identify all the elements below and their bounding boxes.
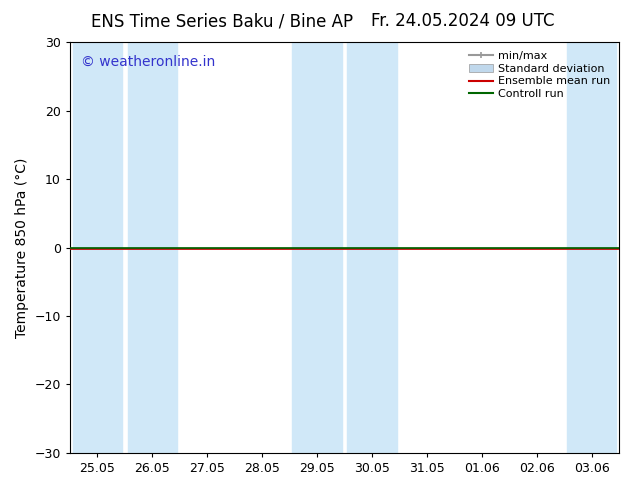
Y-axis label: Temperature 850 hPa (°C): Temperature 850 hPa (°C) xyxy=(15,157,29,338)
Bar xyxy=(347,42,397,453)
Bar xyxy=(292,42,342,453)
Legend: min/max, Standard deviation, Ensemble mean run, Controll run: min/max, Standard deviation, Ensemble me… xyxy=(465,48,614,102)
Text: Fr. 24.05.2024 09 UTC: Fr. 24.05.2024 09 UTC xyxy=(371,12,555,30)
Text: ENS Time Series Baku / Bine AP: ENS Time Series Baku / Bine AP xyxy=(91,12,353,30)
Bar xyxy=(73,42,122,453)
Bar xyxy=(567,42,616,453)
Text: © weatheronline.in: © weatheronline.in xyxy=(81,54,215,69)
Bar xyxy=(127,42,177,453)
